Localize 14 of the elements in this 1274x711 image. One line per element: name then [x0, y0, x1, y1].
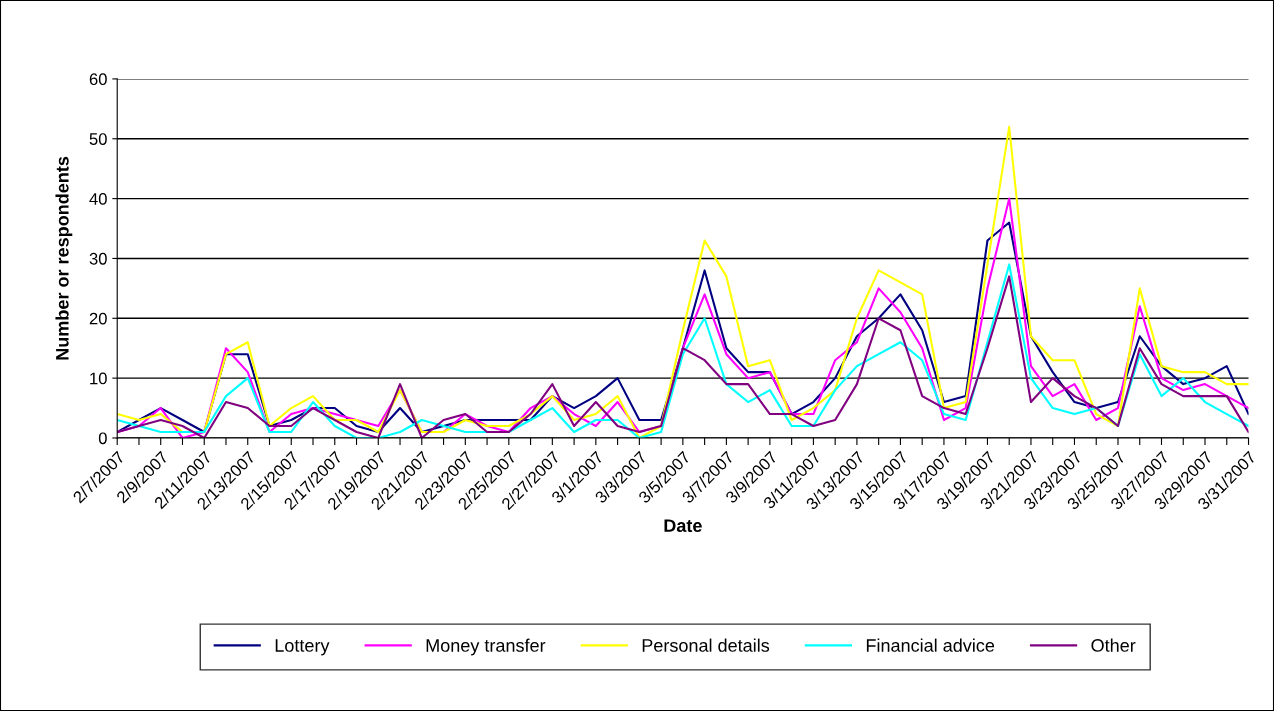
y-axis-title: Number or respondents [55, 156, 73, 360]
legend-label: Lottery [275, 639, 330, 656]
y-tick-label: 10 [90, 372, 107, 385]
y-tick-label: 20 [89, 312, 107, 325]
legend-label: Money transfer [426, 638, 546, 656]
x-axis-title: Date [664, 519, 702, 533]
y-tick-label: 30 [89, 252, 107, 265]
legend-label: Other [1091, 638, 1136, 652]
y-tick-label: 50 [89, 133, 107, 145]
legend-label: Financial advice [866, 638, 995, 652]
legend-label: Personal details [642, 638, 770, 652]
y-tick-label: 60 [89, 73, 107, 86]
y-tick-label: 40 [89, 193, 107, 205]
y-tick-label: 0 [98, 432, 107, 445]
